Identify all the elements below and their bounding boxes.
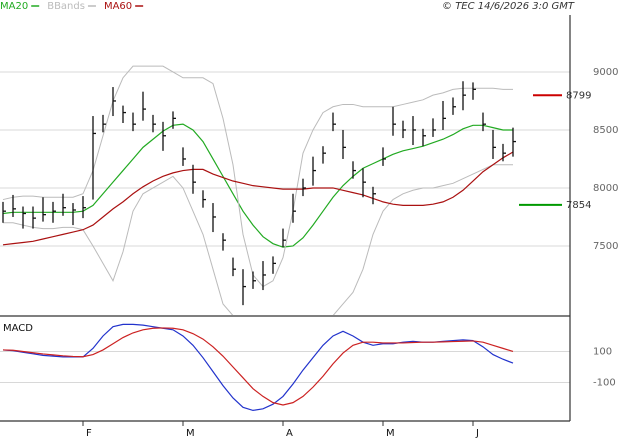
x-tick-label: A <box>286 428 293 439</box>
x-tick-label: J <box>475 428 479 439</box>
grid <box>0 71 570 383</box>
y-tick-label: -100 <box>593 377 616 388</box>
x-tick-label: M <box>186 428 195 439</box>
ma-line <box>2 123 513 248</box>
y-tick-label: 9000 <box>593 67 618 78</box>
panel-title: MACD <box>3 323 33 334</box>
x-tick-label: M <box>386 428 395 439</box>
level-label: 8799 <box>566 90 591 101</box>
price-panel <box>2 65 516 315</box>
x-tick-label: F <box>86 428 92 439</box>
band-lower <box>3 164 513 315</box>
legend-label: MA60 <box>104 1 132 12</box>
macd-line <box>2 323 514 412</box>
macd-panel <box>2 323 514 412</box>
level-label: 7854 <box>566 200 591 211</box>
legend-label: MA20 <box>0 1 28 12</box>
macd-line <box>2 327 514 406</box>
y-tick-label: 8500 <box>593 125 618 136</box>
y-tick-label: 7500 <box>593 241 618 252</box>
y-tick-label: 8000 <box>593 183 618 194</box>
copyright: © TEC 14/6/2026 3:0 GMT <box>442 1 575 12</box>
band-upper <box>2 65 513 288</box>
ma-line <box>2 151 514 246</box>
y-tick-label: 100 <box>593 346 612 357</box>
legend-label: BBands <box>47 1 85 12</box>
